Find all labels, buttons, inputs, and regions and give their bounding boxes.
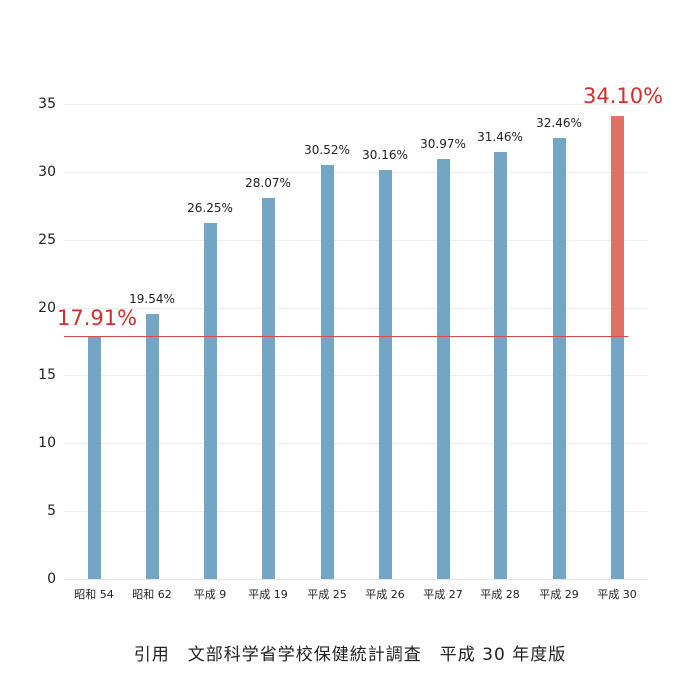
y-tick-label: 5 [47,503,56,520]
value-label: 30.52% [304,142,350,157]
bar [378,169,392,579]
gridline [64,511,648,513]
value-label: 19.54% [129,291,175,306]
x-tick-label: 平成 25 [307,588,347,601]
x-tick-label: 平成 9 [193,588,227,601]
bar [320,164,334,579]
x-tick-label: 平成 28 [480,588,520,601]
bar [552,138,566,579]
gridline [64,307,648,309]
bar-highlight [610,116,624,336]
bar [436,158,450,579]
gridline [64,375,648,377]
gridline [64,443,648,445]
x-tick-label: 平成 30 [597,588,637,601]
value-label: 32.46% [536,116,582,131]
y-tick-label: 0 [47,571,56,587]
bar [261,198,275,579]
x-tick-label: 平成 26 [365,588,405,601]
y-tick-label: 15 [38,367,56,384]
x-axis-line [64,579,648,580]
bar [145,313,159,579]
reference-label: 17.91% [57,305,138,330]
bar [87,335,101,579]
source-caption: 引用 文部科学省学校保健統計調査 平成 30 年度版 [133,645,567,665]
y-tick-label: 10 [38,435,56,452]
gridline [64,239,648,241]
bar [493,152,507,579]
y-tick-label: 25 [38,231,56,248]
gridline [64,104,648,105]
x-tick-label: 平成 19 [248,588,288,601]
x-tick-label: 平成 29 [539,588,579,601]
reference-line [64,335,628,337]
x-tick-label: 昭和 62 [132,588,172,601]
value-label: 30.97% [420,136,466,151]
x-tick-label: 昭和 54 [74,588,114,601]
value-label: 26.25% [187,200,233,215]
value-label-highlight: 34.10% [582,84,664,109]
gridline [64,171,648,173]
bar-highlight-base [610,335,624,579]
y-tick-label: 20 [38,299,56,316]
y-tick-label: 35 [38,96,56,112]
x-tick-label: 平成 27 [423,588,463,601]
bar [203,222,217,579]
y-tick-label: 30 [38,163,56,180]
value-label: 30.16% [362,147,408,162]
value-label: 31.46% [477,130,523,145]
value-label: 28.07% [245,176,291,191]
